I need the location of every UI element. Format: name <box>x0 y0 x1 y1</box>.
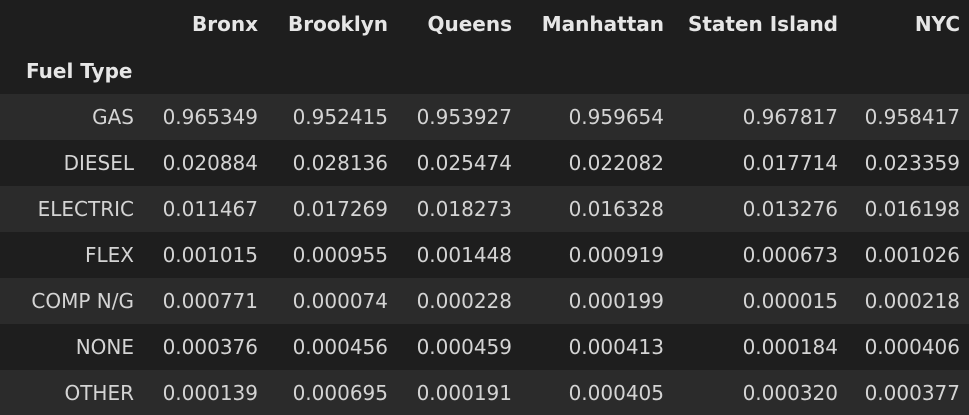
table-cell: 0.000413 <box>568 335 664 359</box>
table-cell: 0.000376 <box>162 335 258 359</box>
table-cell: 0.001015 <box>162 243 258 267</box>
table-row: COMP N/G 0.000771 0.000074 0.000228 0.00… <box>0 278 969 324</box>
column-header: Brooklyn <box>287 12 388 36</box>
column-header: Bronx <box>192 12 258 36</box>
table-cell: 0.000015 <box>742 289 838 313</box>
table-cell: 0.965349 <box>162 105 258 129</box>
table-row: GAS 0.965349 0.952415 0.953927 0.959654 … <box>0 94 969 140</box>
row-label: FLEX <box>85 243 134 267</box>
table-cell: 0.028136 <box>292 151 388 175</box>
table-cell: 0.000377 <box>864 381 960 405</box>
table-cell: 0.958417 <box>864 105 960 129</box>
table-cell: 0.020884 <box>162 151 258 175</box>
table-cell: 0.000199 <box>568 289 664 313</box>
table-cell: 0.001026 <box>864 243 960 267</box>
column-header: NYC <box>914 12 960 36</box>
table-cell: 0.000405 <box>568 381 664 405</box>
table-cell: 0.000919 <box>568 243 664 267</box>
row-label: DIESEL <box>63 151 134 175</box>
row-label: GAS <box>92 105 134 129</box>
index-name-row: Fuel Type <box>0 48 969 94</box>
table-cell: 0.022082 <box>568 151 664 175</box>
row-label: ELECTRIC <box>37 197 134 221</box>
table-cell: 0.000074 <box>292 289 388 313</box>
column-header-row: Bronx Brooklyn Queens Manhattan Staten I… <box>0 0 969 48</box>
table-cell: 0.001448 <box>416 243 512 267</box>
table-cell: 0.018273 <box>416 197 512 221</box>
table-cell: 0.017269 <box>292 197 388 221</box>
column-header: Queens <box>427 12 512 36</box>
column-header: Staten Island <box>687 12 838 36</box>
table-cell: 0.967817 <box>742 105 838 129</box>
row-label: COMP N/G <box>31 289 134 313</box>
table-cell: 0.017714 <box>742 151 838 175</box>
table-cell: 0.959654 <box>568 105 664 129</box>
table-cell: 0.000320 <box>742 381 838 405</box>
table-row: FLEX 0.001015 0.000955 0.001448 0.000919… <box>0 232 969 278</box>
row-label: NONE <box>75 335 134 359</box>
table-cell: 0.000139 <box>162 381 258 405</box>
table-cell: 0.025474 <box>416 151 512 175</box>
table-cell: 0.000218 <box>864 289 960 313</box>
table-cell: 0.013276 <box>742 197 838 221</box>
table-row: ELECTRIC 0.011467 0.017269 0.018273 0.01… <box>0 186 969 232</box>
table-cell: 0.000406 <box>864 335 960 359</box>
table-cell: 0.016198 <box>864 197 960 221</box>
column-header: Manhattan <box>541 12 664 36</box>
table-cell: 0.000228 <box>416 289 512 313</box>
table-cell: 0.000184 <box>742 335 838 359</box>
table-cell: 0.000459 <box>416 335 512 359</box>
table-cell: 0.011467 <box>162 197 258 221</box>
table-row: OTHER 0.000139 0.000695 0.000191 0.00040… <box>0 370 969 415</box>
table-row: NONE 0.000376 0.000456 0.000459 0.000413… <box>0 324 969 370</box>
table-cell: 0.023359 <box>864 151 960 175</box>
table-row: DIESEL 0.020884 0.028136 0.025474 0.0220… <box>0 140 969 186</box>
table-cell: 0.953927 <box>416 105 512 129</box>
table-cell: 0.000191 <box>416 381 512 405</box>
table-cell: 0.000673 <box>742 243 838 267</box>
index-name: Fuel Type <box>26 59 133 83</box>
table-cell: 0.000695 <box>292 381 388 405</box>
table-cell: 0.000955 <box>292 243 388 267</box>
table-cell: 0.000771 <box>162 289 258 313</box>
table-cell: 0.952415 <box>292 105 388 129</box>
blank-corner-cell <box>0 0 143 48</box>
table-cell: 0.016328 <box>568 197 664 221</box>
table-cell: 0.000456 <box>292 335 388 359</box>
row-label: OTHER <box>64 381 134 405</box>
